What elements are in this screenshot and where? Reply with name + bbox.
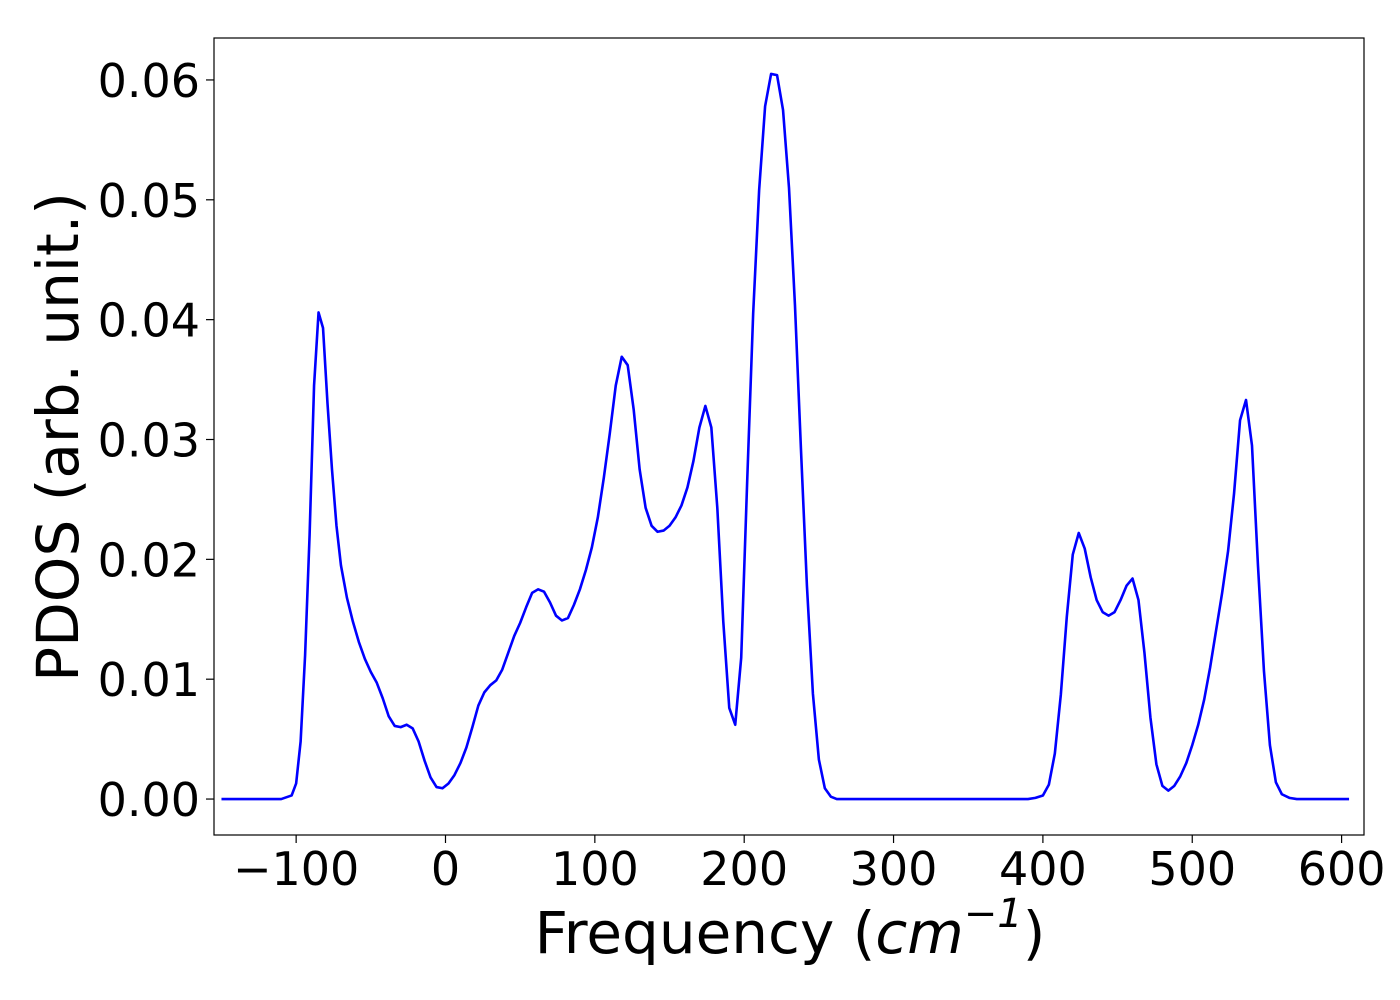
x-axis-ticks: −100 0 100 200 300 400 500 600 [233,835,1386,896]
x-tick-label: 200 [700,842,788,896]
y-tick-label: 0.01 [98,653,200,707]
x-axis-title: Frequency (cm−1) [535,891,1046,967]
x-axis-title-exponent: −1 [964,891,1023,937]
y-axis-title: PDOS (arb. unit.) [24,192,92,682]
x-tick-label: 100 [551,842,639,896]
y-tick-label: 0.03 [98,413,200,467]
y-tick-label: 0.02 [98,533,200,587]
x-tick-label: 500 [1148,842,1236,896]
x-tick-label: −100 [233,842,359,896]
x-tick-label: 400 [999,842,1087,896]
x-tick-label: 300 [850,842,938,896]
x-axis-title-close: ) [1023,899,1046,967]
y-tick-label: 0.06 [98,54,200,108]
x-axis-title-text: Frequency ( [535,899,876,967]
y-tick-label: 0.05 [98,174,200,228]
pdos-line [221,72,1350,801]
plot-lines [221,72,1350,801]
y-axis-ticks: 0.00 0.01 0.02 0.03 0.04 0.05 0.06 [98,54,214,827]
x-tick-label: 0 [431,842,460,896]
x-tick-label: 600 [1298,842,1386,896]
x-axis-title-unit: cm [875,899,963,967]
y-tick-label: 0.04 [98,294,200,348]
plot-frame [213,37,1365,836]
y-tick-label: 0.00 [98,773,200,827]
